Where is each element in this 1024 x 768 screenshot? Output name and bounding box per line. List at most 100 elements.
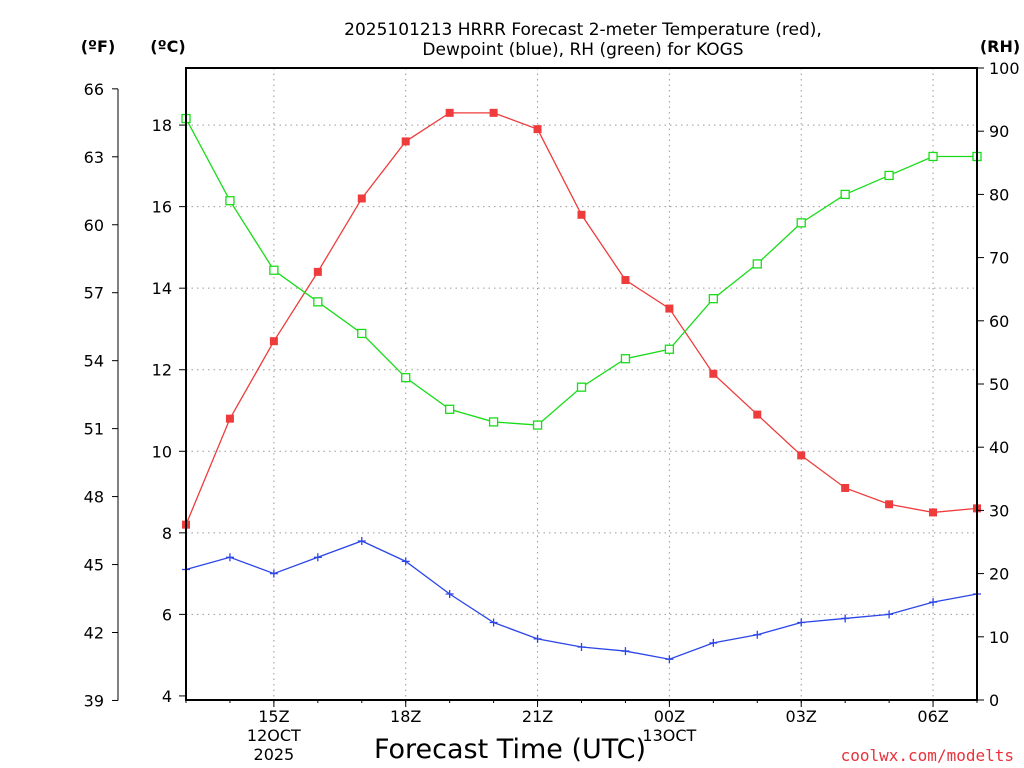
dewpoint-point: [841, 614, 850, 623]
celsius-tick-label: 8: [162, 524, 172, 543]
rh-point: [313, 297, 323, 307]
temperature-point: [621, 276, 630, 285]
rh-point: [576, 382, 587, 392]
fahrenheit-unit-label: (ºF): [81, 37, 116, 56]
rh-point: [840, 189, 850, 200]
x-tick-label: 18Z: [390, 707, 421, 726]
chart-title: 2025101213 HRRR Forecast 2-meter Tempera…: [344, 20, 822, 60]
x-tick-label: 21Z: [522, 707, 553, 726]
dewpoint-point: [621, 647, 630, 656]
rh-point: [708, 294, 718, 304]
dewpoint-point: [357, 536, 366, 545]
x-tick-label: 03Z: [786, 707, 817, 726]
temperature-point: [313, 267, 322, 276]
x-tick-label: 13OCT: [642, 726, 696, 745]
temperature-point: [577, 210, 586, 219]
celsius-tick-label: 6: [162, 605, 172, 624]
dewpoint-point: [533, 634, 542, 643]
rh-point: [269, 265, 279, 275]
dewpoint-point: [885, 610, 894, 619]
rh-tick-label: 60: [989, 312, 1009, 331]
celsius-tick-label: 14: [152, 279, 172, 298]
temperature-point: [929, 508, 938, 517]
x-tick-label: 2025: [254, 745, 295, 764]
celsius-tick-label: 16: [152, 198, 172, 217]
series-temperature: [182, 108, 981, 529]
dewpoint-point: [225, 553, 234, 562]
rh-point: [884, 170, 894, 181]
celsius-unit-label: (ºC): [150, 37, 185, 56]
temperature-point: [885, 500, 894, 509]
fahrenheit-tick-label: 54: [84, 352, 104, 371]
fahrenheit-tick-label: 66: [84, 80, 104, 99]
dewpoint-point: [577, 642, 586, 651]
site-credit: coolwx.com/modelts: [841, 746, 1014, 765]
rh-point: [752, 259, 762, 269]
celsius-tick-label: 4: [162, 687, 172, 706]
rh-tick-label: 0: [989, 691, 999, 710]
x-tick-label: 12OCT: [247, 726, 301, 745]
rh-point: [488, 417, 499, 427]
temperature-point: [841, 483, 850, 492]
rh-point: [620, 354, 631, 364]
temperature-point: [401, 137, 410, 146]
dewpoint-point: [445, 589, 454, 598]
fahrenheit-tick-label: 48: [84, 488, 104, 507]
rh-point: [664, 344, 675, 354]
temperature-point: [489, 108, 498, 117]
temperature-point: [225, 414, 234, 423]
celsius-tick-label: 12: [152, 361, 172, 380]
fahrenheit-tick-label: 51: [84, 420, 104, 439]
dewpoint-point: [489, 618, 498, 627]
x-tick-label: 15Z: [258, 707, 289, 726]
series-rh: [181, 113, 982, 430]
temperature-point: [445, 108, 454, 117]
rh-tick-label: 40: [989, 438, 1009, 457]
rh-tick-label: 10: [989, 628, 1009, 647]
fahrenheit-tick-label: 39: [84, 691, 104, 710]
temperature-point: [357, 194, 366, 203]
title-line-2: Dewpoint (blue), RH (green) for KOGS: [422, 40, 743, 60]
temperature-point: [753, 410, 762, 419]
rh-tick-label: 20: [989, 565, 1009, 584]
series-line: [185, 118, 977, 426]
dewpoint-point: [753, 630, 762, 639]
x-axis-title: Forecast Time (UTC): [374, 734, 646, 765]
rh-tick-label: 70: [989, 249, 1009, 268]
dewpoint-point: [797, 618, 806, 627]
fahrenheit-tick-label: 42: [84, 623, 104, 642]
x-tick-label: 06Z: [917, 707, 948, 726]
rh-point: [445, 404, 455, 414]
fahrenheit-tick-label: 63: [84, 148, 104, 167]
series-line: [185, 540, 978, 660]
rh-point: [532, 420, 543, 430]
title-line-1: 2025101213 HRRR Forecast 2-meter Tempera…: [344, 20, 822, 40]
temperature-point: [533, 125, 542, 134]
dewpoint-point: [665, 655, 674, 664]
rh-point: [928, 151, 938, 162]
fahrenheit-tick-label: 57: [84, 284, 104, 303]
celsius-tick-label: 10: [152, 442, 172, 461]
dewpoint-point: [929, 598, 938, 607]
rh-tick-label: 50: [989, 375, 1009, 394]
rh-point: [225, 196, 235, 206]
dewpoint-point: [709, 638, 718, 647]
rh-unit-label: (RH): [980, 37, 1020, 56]
dewpoint-point: [269, 569, 278, 578]
series-dewpoint: [182, 536, 981, 664]
rh-point: [796, 218, 806, 228]
gridlines: [186, 68, 977, 700]
rh-point: [357, 328, 367, 339]
celsius-tick-label: 18: [152, 116, 172, 135]
temperature-point: [709, 369, 718, 378]
rh-tick-label: 90: [989, 122, 1009, 141]
temperature-point: [665, 304, 674, 313]
series-line: [185, 112, 978, 525]
rh-tick-label: 30: [989, 501, 1009, 520]
fahrenheit-tick-label: 60: [84, 216, 104, 235]
x-tick-label: 00Z: [654, 707, 685, 726]
fahrenheit-tick-label: 45: [84, 556, 104, 575]
data-series: [181, 108, 982, 664]
